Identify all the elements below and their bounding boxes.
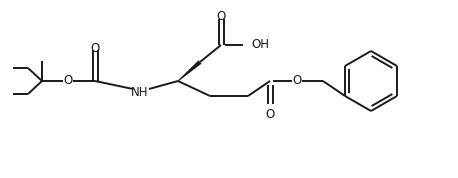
Text: O: O: [90, 41, 100, 54]
Text: OH: OH: [251, 38, 269, 51]
Text: O: O: [265, 108, 275, 121]
Polygon shape: [178, 60, 202, 81]
Text: O: O: [216, 11, 226, 23]
Text: NH: NH: [131, 85, 149, 98]
Text: O: O: [63, 75, 73, 88]
Text: O: O: [292, 75, 302, 88]
